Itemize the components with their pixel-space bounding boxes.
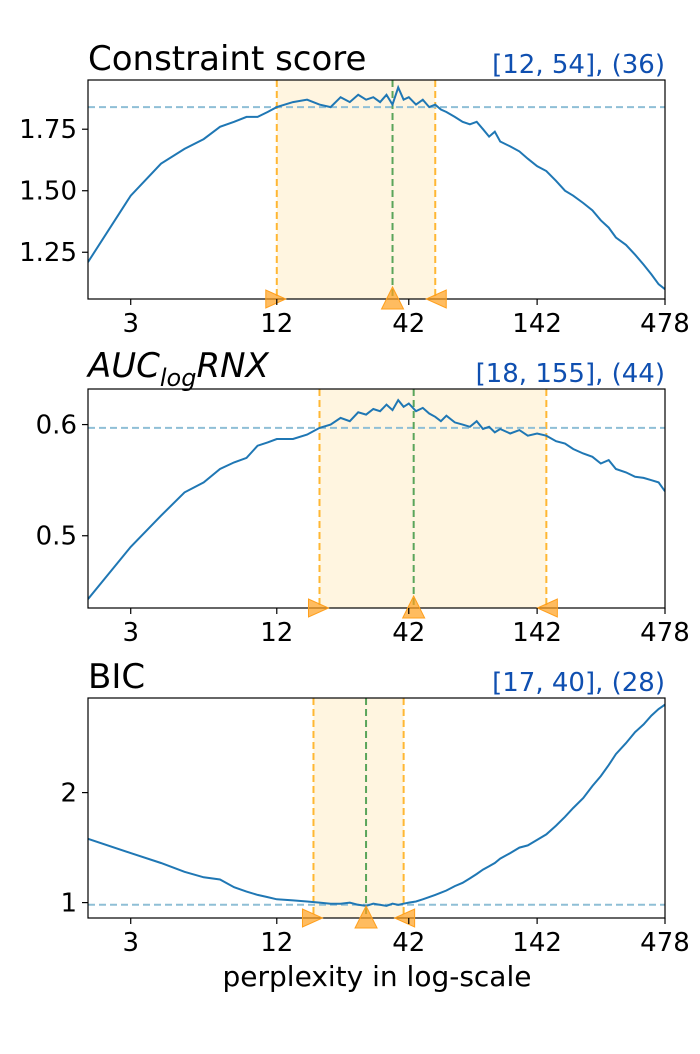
x-tick-label: 12 [260,618,293,648]
x-tick-label: 142 [512,618,562,648]
series-line-1 [88,398,665,600]
x-tick-label: 3 [122,928,139,958]
y-tick-label: 1.50 [19,177,77,207]
range-start-marker [265,289,287,309]
best-value-marker [354,904,378,929]
x-tick-label: 3 [122,618,139,648]
range-annotation: [17, 40], (28) [492,668,665,698]
best-value-marker [380,285,405,310]
x-tick-label: 142 [512,309,562,339]
chart-title: BIC [88,657,145,697]
range-span [276,80,436,299]
x-tick-label: 42 [392,928,425,958]
axes-frame [87,79,666,300]
chart-panel-2: 3 12 42 142 478 0.5 0.6 AUClogRNX [18, 155], (44… [36,346,690,648]
y-tick-label: 1.25 [19,238,77,268]
y-tick-label: 1 [60,889,77,919]
y-tick-label: 0.5 [36,522,77,552]
chart-panel-1: 3 12 42 142 478 1.25 1.50 1.75 Constraint score [… [19,39,690,339]
range-end-marker [536,598,558,618]
x-tick-label: 42 [392,309,425,339]
x-tick-label: 42 [392,618,425,648]
range-start-marker [301,908,324,928]
x-tick-label: 478 [640,618,690,648]
x-tick-label: 12 [260,928,293,958]
range-end-marker [393,908,416,928]
y-tick-label: 2 [60,779,77,809]
x-tick-label: 478 [640,309,690,339]
y-tick-label: 0.6 [36,411,77,441]
series-line-1 [88,84,665,290]
axes-frame [87,388,666,609]
x-tick-label: 142 [512,928,562,958]
range-annotation: [12, 54], (36) [492,50,665,80]
range-annotation: [18, 155], (44) [476,359,665,389]
range-start-marker [307,598,330,618]
series-line-1 [88,703,665,907]
range-end-marker [425,289,447,309]
x-tick-label: 478 [640,928,690,958]
axes-frame [87,697,666,919]
chart-title: Constraint score [88,39,366,79]
x-axis-label: perplexity in log-scale [223,960,532,993]
range-span [313,698,404,918]
y-tick-label: 1.75 [19,115,77,145]
chart-title: AUClogRNX [86,346,270,392]
x-tick-label: 12 [260,309,293,339]
x-tick-label: 3 [122,309,139,339]
range-span [319,389,547,608]
